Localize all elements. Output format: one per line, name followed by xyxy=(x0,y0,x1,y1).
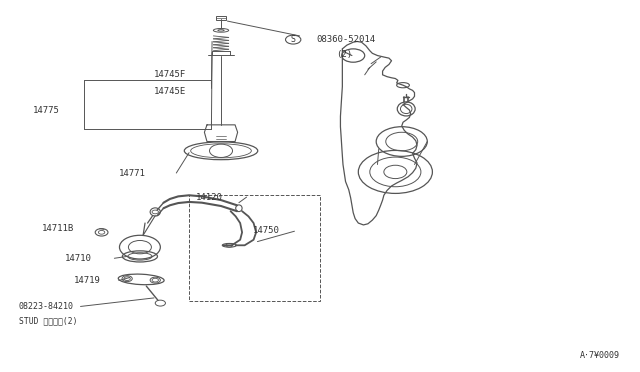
Text: 14775: 14775 xyxy=(33,106,60,115)
Text: S: S xyxy=(291,35,296,44)
Text: 14750: 14750 xyxy=(253,226,280,235)
Text: 14745F: 14745F xyxy=(154,70,186,79)
Text: 14120: 14120 xyxy=(195,193,222,202)
Text: 14745E: 14745E xyxy=(154,87,186,96)
Text: 14719: 14719 xyxy=(74,276,101,285)
Text: 14710: 14710 xyxy=(65,254,92,263)
Text: (2): (2) xyxy=(336,50,352,59)
Text: 14771: 14771 xyxy=(119,169,146,177)
Text: 08360-52014: 08360-52014 xyxy=(317,35,376,44)
Text: A·7¥0009: A·7¥0009 xyxy=(580,351,620,360)
Circle shape xyxy=(156,300,166,306)
Text: STUD スタッド(2): STUD スタッド(2) xyxy=(19,317,77,326)
Text: 08223-84210: 08223-84210 xyxy=(19,302,74,311)
Bar xyxy=(189,195,320,301)
Text: 14711B: 14711B xyxy=(42,224,74,233)
